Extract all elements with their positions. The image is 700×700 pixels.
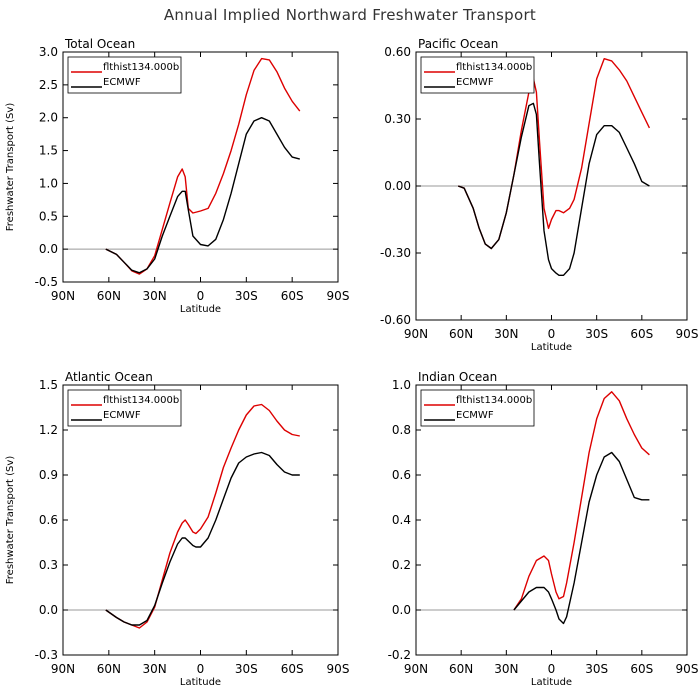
- x-tick-label: 0: [197, 289, 205, 303]
- chart-panel: Total Ocean 90N 60N 30N 0 30S 60S 90S -0.5 0.0 0.5…: [5, 37, 349, 315]
- panel-title: Pacific Ocean: [418, 37, 498, 51]
- y-tick-label: 0.3: [39, 558, 58, 572]
- legend-label: ECMWF: [456, 410, 494, 421]
- y-tick-label: 0.8: [392, 423, 411, 437]
- y-tick-label: -0.60: [380, 313, 411, 327]
- x-tick-label: 90S: [327, 662, 350, 676]
- y-tick-label: 3.0: [39, 45, 58, 59]
- x-tick-label: 30N: [494, 662, 518, 676]
- legend-label: flthist134.000b: [456, 62, 532, 73]
- x-tick-label: 60N: [449, 327, 473, 341]
- legend-label: ECMWF: [456, 77, 494, 88]
- y-tick-label: 0.5: [39, 209, 58, 223]
- panel-title: Total Ocean: [64, 37, 135, 51]
- series-line: [513, 391, 650, 611]
- y-tick-label: 1.0: [39, 176, 58, 190]
- legend-label: flthist134.000b: [456, 395, 532, 406]
- x-tick-label: 0: [548, 662, 556, 676]
- legend: flthist134.000b ECMWF: [420, 56, 535, 94]
- series-line: [105, 451, 300, 626]
- x-tick-label: 60S: [281, 289, 304, 303]
- x-axis-label: Latitude: [180, 677, 221, 688]
- series-line: [513, 451, 650, 625]
- y-tick-label: 1.5: [39, 378, 58, 392]
- y-tick-label: 0.9: [39, 468, 58, 482]
- legend: flthist134.000b ECMWF: [420, 389, 535, 427]
- panel-title: Indian Ocean: [418, 370, 497, 384]
- x-tick-label: 90S: [676, 327, 699, 341]
- x-tick-label: 90N: [51, 289, 75, 303]
- y-tick-label: 0.0: [39, 242, 58, 256]
- y-tick-label: 0.60: [384, 45, 411, 59]
- legend: flthist134.000b ECMWF: [67, 56, 182, 94]
- x-tick-label: 30S: [585, 327, 608, 341]
- series-line: [457, 102, 650, 276]
- x-tick-label: 60N: [449, 662, 473, 676]
- series-line: [105, 403, 300, 629]
- y-tick-label: 1.2: [39, 423, 58, 437]
- y-tick-label: 0.0: [392, 603, 411, 617]
- y-axis-label: Freshwater Transport (Sv): [5, 103, 16, 232]
- y-tick-label: 0.6: [39, 513, 58, 527]
- y-axis-label: Freshwater Transport (Sv): [5, 456, 16, 585]
- y-tick-label: 0.6: [392, 468, 411, 482]
- x-tick-label: 90N: [404, 327, 428, 341]
- series-line: [105, 117, 300, 274]
- x-tick-label: 0: [548, 327, 556, 341]
- y-tick-label: 0.0: [39, 603, 58, 617]
- y-tick-label: 0.4: [392, 513, 411, 527]
- x-tick-label: 90S: [676, 662, 699, 676]
- x-tick-label: 90N: [51, 662, 75, 676]
- y-tick-label: 0.30: [384, 112, 411, 126]
- x-tick-label: 60S: [630, 327, 653, 341]
- legend: flthist134.000b ECMWF: [67, 389, 182, 427]
- y-tick-label: 1.0: [392, 378, 411, 392]
- panels: Total Ocean 90N 60N 30N 0 30S 60S 90S -0.5 0.0 0.5…: [5, 37, 698, 688]
- x-tick-label: 30S: [585, 662, 608, 676]
- y-tick-label: 2.0: [39, 111, 58, 125]
- x-axis-label: Latitude: [531, 342, 572, 353]
- chart-panel: Indian Ocean 90N 60N 30N 0 30S 60S 90S -0.2 0.0 0.…: [388, 370, 699, 688]
- chart-panel: Atlantic Ocean 90N 60N 30N 0 30S 60S 90S -0.3 0.0…: [5, 370, 349, 688]
- x-tick-label: 0: [197, 662, 205, 676]
- y-tick-label: -0.2: [388, 648, 411, 662]
- y-tick-label: 0.2: [392, 558, 411, 572]
- y-tick-label: 2.5: [39, 78, 58, 92]
- y-tick-label: -0.30: [380, 246, 411, 260]
- x-tick-label: 90N: [404, 662, 428, 676]
- x-tick-label: 60S: [630, 662, 653, 676]
- x-tick-label: 30N: [494, 327, 518, 341]
- legend-label: flthist134.000b: [103, 395, 179, 406]
- x-tick-label: 60N: [97, 289, 121, 303]
- legend-label: ECMWF: [103, 77, 141, 88]
- x-tick-label: 30N: [143, 289, 167, 303]
- y-tick-label: -0.3: [35, 648, 58, 662]
- legend-label: flthist134.000b: [103, 62, 179, 73]
- chart-panel: Pacific Ocean 90N 60N 30N 0 30S 60S 90S -0.60 -0.…: [380, 37, 699, 353]
- y-tick-label: 0.00: [384, 179, 411, 193]
- x-axis-label: Latitude: [180, 304, 221, 315]
- x-tick-label: 30S: [235, 289, 258, 303]
- y-tick-label: 1.5: [39, 144, 58, 158]
- x-axis-label: Latitude: [531, 677, 572, 688]
- figure-title: Annual Implied Northward Freshwater Tran…: [164, 6, 536, 24]
- x-tick-label: 30N: [143, 662, 167, 676]
- x-tick-label: 60S: [281, 662, 304, 676]
- legend-label: ECMWF: [103, 410, 141, 421]
- x-tick-label: 60N: [97, 662, 121, 676]
- x-tick-label: 90S: [327, 289, 350, 303]
- legend-box: [67, 56, 182, 94]
- x-tick-label: 30S: [235, 662, 258, 676]
- y-tick-label: -0.5: [35, 275, 58, 289]
- panel-title: Atlantic Ocean: [65, 370, 153, 384]
